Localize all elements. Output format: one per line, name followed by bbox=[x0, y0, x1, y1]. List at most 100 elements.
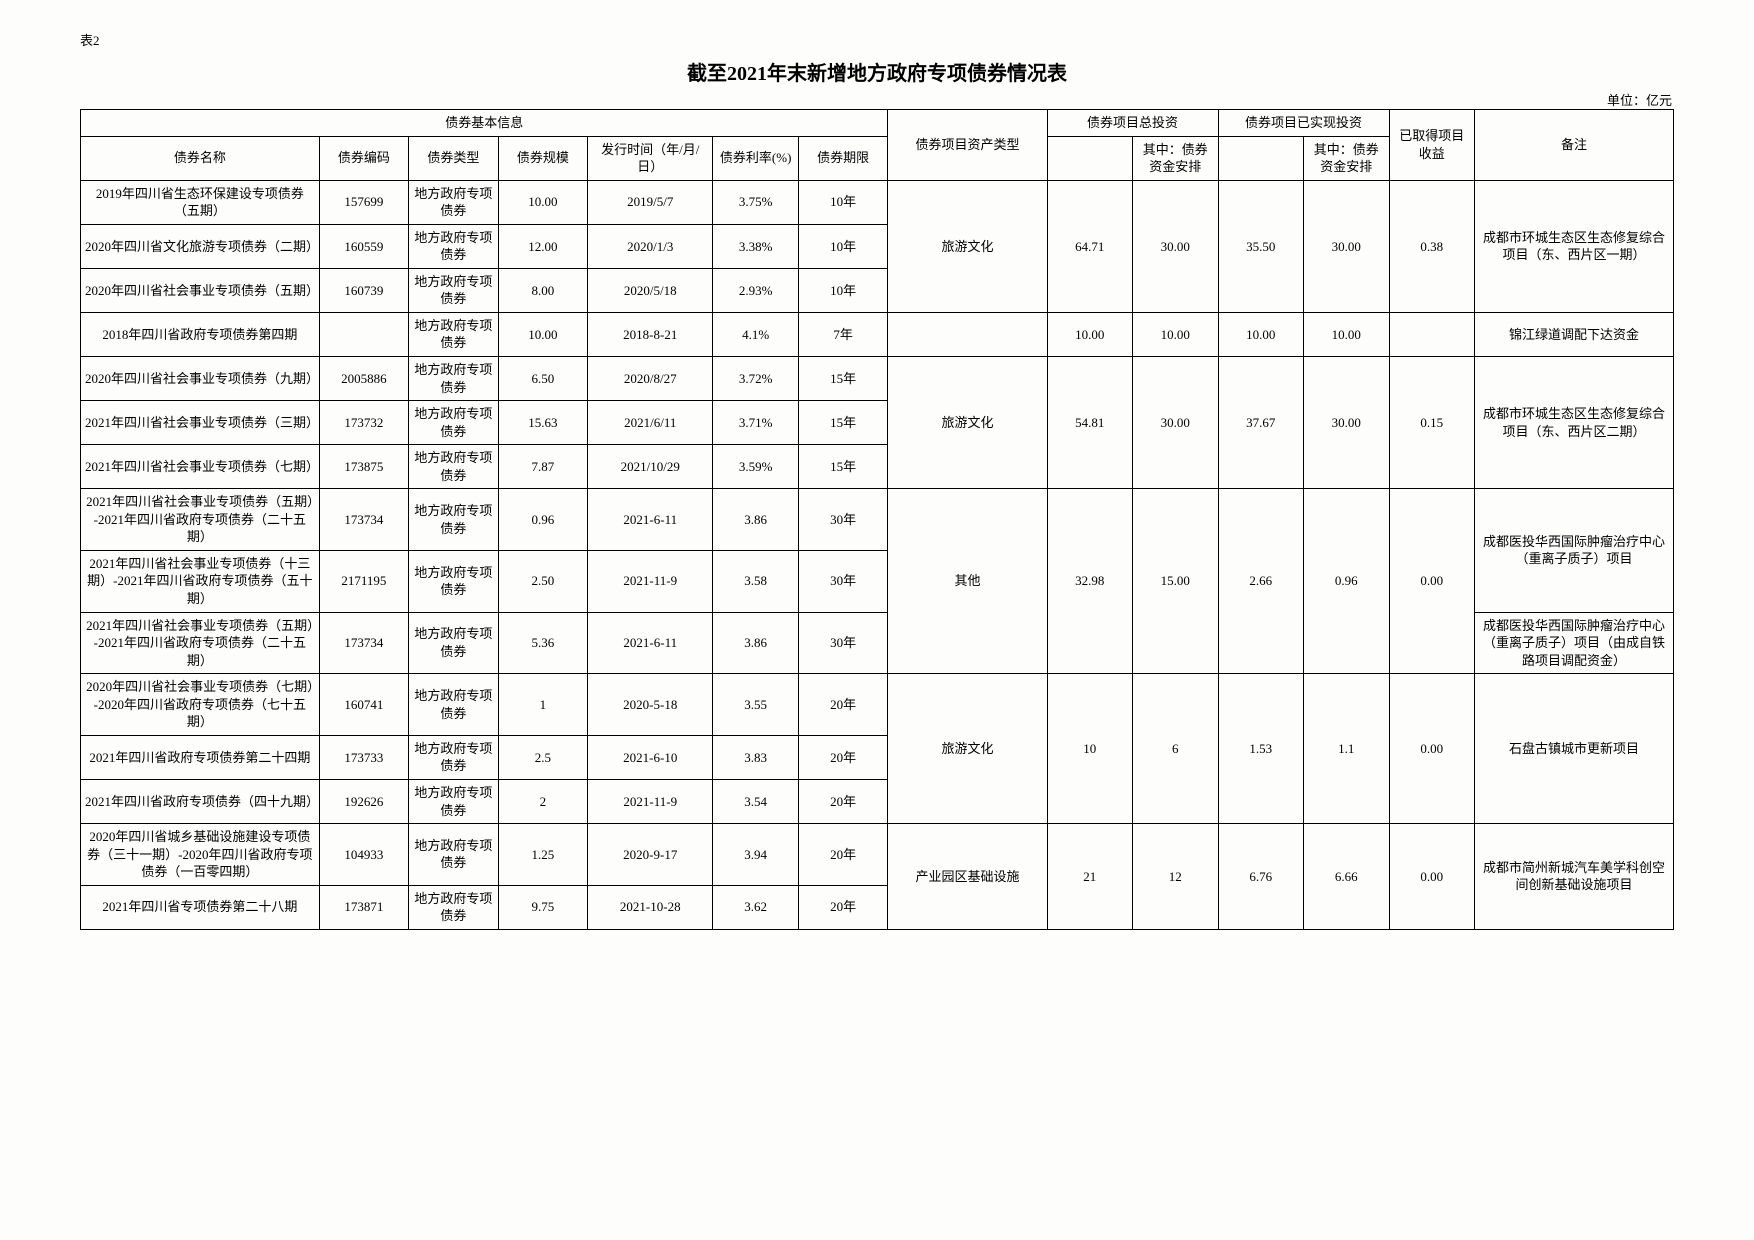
cell: 30.00 bbox=[1304, 357, 1390, 489]
cell: 3.75% bbox=[713, 180, 799, 224]
cell: 15.63 bbox=[498, 401, 587, 445]
cell: 2020年四川省文化旅游专项债券（二期） bbox=[81, 224, 320, 268]
sheet-label: 表2 bbox=[80, 30, 1674, 49]
cell: 2021年四川省社会事业专项债券（十三期）-2021年四川省政府专项债券（五十期… bbox=[81, 550, 320, 612]
cell: 地方政府专项债券 bbox=[409, 735, 498, 779]
cell: 2021年四川省政府专项债券第二十四期 bbox=[81, 735, 320, 779]
cell: 2.66 bbox=[1218, 489, 1304, 674]
cell: 2171195 bbox=[319, 550, 408, 612]
cell: 15年 bbox=[798, 445, 887, 489]
hdr-ti-sub: 其中：债券资金安排 bbox=[1133, 136, 1219, 180]
cell: 6.66 bbox=[1304, 824, 1390, 930]
cell: 20年 bbox=[798, 885, 887, 929]
cell: 地方政府专项债券 bbox=[409, 550, 498, 612]
cell: 10.00 bbox=[498, 180, 587, 224]
cell: 2019/5/7 bbox=[588, 180, 713, 224]
hdr-earned: 已取得项目收益 bbox=[1389, 110, 1475, 181]
cell: 20年 bbox=[798, 735, 887, 779]
hdr-basic-group: 债券基本信息 bbox=[81, 110, 888, 137]
cell: 0.38 bbox=[1389, 180, 1475, 312]
cell: 173734 bbox=[319, 489, 408, 551]
page-title: 截至2021年末新增地方政府专项债券情况表 bbox=[80, 57, 1674, 86]
hdr-type: 债券类型 bbox=[409, 136, 498, 180]
table-body: 2019年四川省生态环保建设专项债券（五期）157699地方政府专项债券10.0… bbox=[81, 180, 1674, 929]
cell: 2021年四川省社会事业专项债券（七期） bbox=[81, 445, 320, 489]
cell: 10年 bbox=[798, 224, 887, 268]
cell: 15年 bbox=[798, 357, 887, 401]
cell: 30年 bbox=[798, 489, 887, 551]
cell: 地方政府专项债券 bbox=[409, 224, 498, 268]
cell: 锦江绿道调配下达资金 bbox=[1475, 312, 1674, 356]
cell: 30.00 bbox=[1304, 180, 1390, 312]
cell: 旅游文化 bbox=[888, 674, 1047, 824]
hdr-remark: 备注 bbox=[1475, 110, 1674, 181]
table-row: 2021年四川省社会事业专项债券（五期）-2021年四川省政府专项债券（二十五期… bbox=[81, 489, 1674, 551]
cell: 1.53 bbox=[1218, 674, 1304, 824]
cell: 地方政府专项债券 bbox=[409, 489, 498, 551]
cell: 成都市环城生态区生态修复综合项目（东、西片区二期） bbox=[1475, 357, 1674, 489]
cell: 2021-6-10 bbox=[588, 735, 713, 779]
hdr-ti bbox=[1047, 136, 1133, 180]
cell: 2021年四川省专项债券第二十八期 bbox=[81, 885, 320, 929]
hdr-realized-invest: 债券项目已实现投资 bbox=[1218, 110, 1389, 137]
cell: 2020-9-17 bbox=[588, 824, 713, 886]
cell: 2021/6/11 bbox=[588, 401, 713, 445]
hdr-rate: 债券利率(%) bbox=[713, 136, 799, 180]
cell: 173871 bbox=[319, 885, 408, 929]
cell: 21 bbox=[1047, 824, 1133, 930]
table-row: 2020年四川省社会事业专项债券（七期）-2020年四川省政府专项债券（七十五期… bbox=[81, 674, 1674, 736]
cell: 地方政府专项债券 bbox=[409, 779, 498, 823]
cell: 地方政府专项债券 bbox=[409, 612, 498, 674]
cell: 173734 bbox=[319, 612, 408, 674]
hdr-name: 债券名称 bbox=[81, 136, 320, 180]
cell: 10.00 bbox=[1133, 312, 1219, 356]
cell: 0.96 bbox=[498, 489, 587, 551]
hdr-scale: 债券规模 bbox=[498, 136, 587, 180]
cell bbox=[888, 312, 1047, 356]
cell: 3.62 bbox=[713, 885, 799, 929]
cell: 3.59% bbox=[713, 445, 799, 489]
cell: 9.75 bbox=[498, 885, 587, 929]
cell: 2020/1/3 bbox=[588, 224, 713, 268]
cell: 3.72% bbox=[713, 357, 799, 401]
cell: 30.00 bbox=[1133, 357, 1219, 489]
cell: 12.00 bbox=[498, 224, 587, 268]
cell: 6.50 bbox=[498, 357, 587, 401]
cell: 2.5 bbox=[498, 735, 587, 779]
cell: 7年 bbox=[798, 312, 887, 356]
cell: 2021-11-9 bbox=[588, 779, 713, 823]
cell: 0.00 bbox=[1389, 674, 1475, 824]
cell: 30.00 bbox=[1133, 180, 1219, 312]
cell: 10.00 bbox=[1047, 312, 1133, 356]
cell: 3.58 bbox=[713, 550, 799, 612]
bond-table: 债券基本信息 债券项目资产类型 债券项目总投资 债券项目已实现投资 已取得项目收… bbox=[80, 109, 1674, 930]
unit-label: 单位：亿元 bbox=[80, 90, 1674, 109]
cell: 其他 bbox=[888, 489, 1047, 674]
cell: 3.38% bbox=[713, 224, 799, 268]
cell: 1.1 bbox=[1304, 674, 1390, 824]
cell: 2021-10-28 bbox=[588, 885, 713, 929]
cell: 30年 bbox=[798, 550, 887, 612]
table-row: 2019年四川省生态环保建设专项债券（五期）157699地方政府专项债券10.0… bbox=[81, 180, 1674, 224]
cell bbox=[319, 312, 408, 356]
cell: 地方政府专项债券 bbox=[409, 357, 498, 401]
cell: 2018-8-21 bbox=[588, 312, 713, 356]
hdr-code: 债券编码 bbox=[319, 136, 408, 180]
cell: 30年 bbox=[798, 612, 887, 674]
hdr-date: 发行时间（年/月/日） bbox=[588, 136, 713, 180]
cell: 地方政府专项债券 bbox=[409, 445, 498, 489]
table-row: 2020年四川省城乡基础设施建设专项债券（三十一期）-2020年四川省政府专项债… bbox=[81, 824, 1674, 886]
cell: 2020/8/27 bbox=[588, 357, 713, 401]
cell: 4.1% bbox=[713, 312, 799, 356]
cell: 旅游文化 bbox=[888, 180, 1047, 312]
cell: 157699 bbox=[319, 180, 408, 224]
cell: 地方政府专项债券 bbox=[409, 312, 498, 356]
cell: 10 bbox=[1047, 674, 1133, 824]
cell: 地方政府专项债券 bbox=[409, 268, 498, 312]
hdr-total-invest: 债券项目总投资 bbox=[1047, 110, 1218, 137]
cell: 160559 bbox=[319, 224, 408, 268]
hdr-ri bbox=[1218, 136, 1304, 180]
cell: 1 bbox=[498, 674, 587, 736]
cell: 10.00 bbox=[498, 312, 587, 356]
cell: 54.81 bbox=[1047, 357, 1133, 489]
